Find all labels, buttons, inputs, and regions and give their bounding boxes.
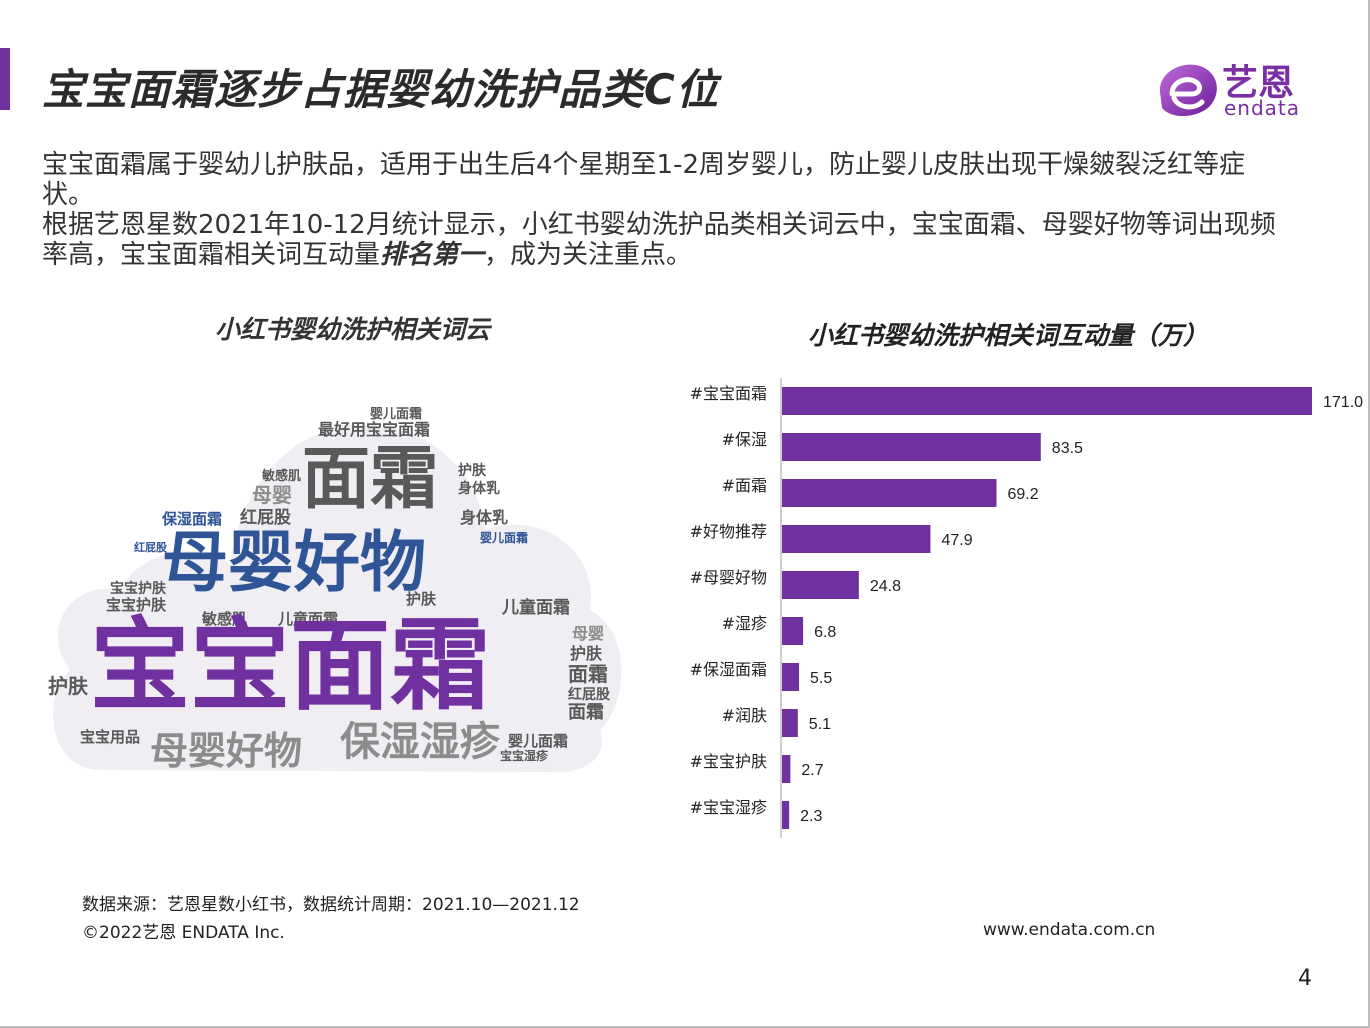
- cloud-word: 儿童面霜: [278, 610, 339, 628]
- description-2-prefix: 根据艺恩星数2021年10-12月统计显示，小红书婴幼洗护品类相关词云中，宝宝面…: [42, 210, 1276, 270]
- endata-logo: 艺恩 endata: [1152, 58, 1322, 122]
- word-cloud-title: 小红书婴幼洗护相关词云: [215, 315, 491, 344]
- chart-data-label: 6.8: [814, 624, 836, 641]
- page-number: 4: [1298, 966, 1312, 991]
- cloud-word: 儿童面霜: [502, 598, 570, 618]
- cloud-word: 母婴好物: [162, 524, 426, 601]
- cloud-word: 护肤: [48, 674, 88, 698]
- cloud-word: 红屁股: [568, 687, 610, 703]
- chart-category-label: #宝宝护肤: [690, 752, 767, 771]
- description-2-suffix: ，成为关注重点。: [484, 240, 693, 270]
- chart-category-label: #宝宝面霜: [690, 384, 767, 403]
- endata-logo-icon: [1159, 64, 1217, 117]
- chart-category-label: #母婴好物: [690, 568, 767, 587]
- cloud-word: 宝宝护肤: [110, 581, 166, 597]
- chart-category-label: #好物推荐: [690, 522, 767, 541]
- cloud-word: 保湿湿疹: [340, 719, 500, 765]
- chart-category-label: #保湿: [722, 430, 767, 449]
- cloud-word: 敏感肌: [262, 469, 302, 484]
- cloud-word: 面霜: [568, 702, 604, 723]
- description-2-emphasis: 排名第一: [380, 240, 485, 270]
- cloud-word: 保湿面霜: [162, 510, 223, 528]
- cloud-word: 婴儿面霜: [370, 407, 423, 422]
- slide-frame-right: [1368, 0, 1370, 1028]
- chart-bar: [782, 571, 859, 599]
- cloud-word: 宝宝面霜: [90, 607, 490, 724]
- chart-category-label: #保湿面霜: [690, 660, 767, 679]
- cloud-word: 护肤: [458, 463, 486, 479]
- cloud-word: 最好用宝宝面霜: [318, 420, 431, 439]
- data-source: 数据来源：艺恩星数小红书，数据统计周期：2021.10—2021.12: [82, 895, 580, 915]
- chart-data-label: 2.7: [801, 762, 823, 779]
- title-accent-bar: [0, 48, 10, 110]
- chart-bar: [782, 479, 997, 507]
- chart-category-label: #面霜: [722, 476, 767, 495]
- chart-bar: [782, 525, 931, 553]
- cloud-word: 母婴: [572, 624, 605, 643]
- chart-bar: [782, 387, 1312, 415]
- logo-subtitle: endata: [1224, 96, 1301, 120]
- chart-data-label: 83.5: [1052, 440, 1083, 457]
- cloud-word: 宝宝湿疹: [500, 749, 549, 763]
- chart-data-label: 5.5: [810, 670, 832, 687]
- slide-title: 宝宝面霜逐步占据婴幼洗护品类C位: [42, 65, 719, 114]
- copyright: ©2022艺恩 ENDATA Inc.: [82, 923, 285, 943]
- description-paragraph-2: 根据艺恩星数2021年10-12月统计显示，小红书婴幼洗护品类相关词云中，宝宝面…: [42, 210, 1292, 270]
- cloud-word: 宝宝护肤: [106, 596, 167, 614]
- chart-title: 小红书婴幼洗护相关词互动量（万）: [808, 321, 1209, 350]
- cloud-word: 身体乳: [458, 481, 500, 497]
- chart-category-label: #湿疹: [722, 614, 767, 633]
- chart-category-label: #润肤: [722, 706, 767, 725]
- cloud-word: 婴儿面霜: [480, 531, 529, 545]
- logo-name: 艺恩: [1222, 63, 1295, 104]
- chart-data-label: 69.2: [1007, 486, 1038, 503]
- chart-bar: [782, 663, 800, 691]
- cloud-word: 护肤: [570, 644, 603, 663]
- word-cloud: 最好用宝宝面霜 婴儿面霜 面霜 敏感肌 母婴 护肤 身体乳 红屁股 保湿面霜 身…: [40, 400, 630, 785]
- cloud-word: 红屁股: [240, 508, 291, 528]
- description-paragraph-1: 宝宝面霜属于婴幼儿护肤品，适用于出生后4个星期至1-2周岁婴儿，防止婴儿皮肤出现…: [42, 150, 1246, 210]
- cloud-word: 婴儿面霜: [508, 732, 569, 750]
- cloud-word: 面霜: [302, 440, 439, 519]
- cloud-word: 红屁股: [134, 541, 167, 554]
- chart-data-label: 47.9: [941, 532, 972, 549]
- word-cloud-shape: [53, 424, 622, 773]
- cloud-word: 面霜: [568, 662, 608, 686]
- chart-bar: [782, 755, 791, 783]
- chart-bar: [782, 433, 1041, 461]
- chart-bar: [782, 617, 804, 645]
- cloud-word: 母婴好物: [150, 729, 303, 773]
- chart-data-label: 171.0: [1323, 394, 1363, 411]
- slide-description: 宝宝面霜属于婴幼儿护肤品，适用于出生后4个星期至1-2周岁婴儿，防止婴儿皮肤出现…: [42, 150, 1292, 270]
- chart-data-label: 24.8: [870, 578, 901, 595]
- cloud-word: 身体乳: [460, 508, 509, 527]
- chart-bar: [782, 801, 790, 829]
- chart-bar: [782, 709, 798, 737]
- chart-data-label: 5.1: [809, 716, 831, 733]
- website-link[interactable]: www.endata.com.cn: [983, 920, 1156, 940]
- cloud-word: 宝宝用品: [80, 728, 141, 746]
- slide-frame-bottom: [0, 1026, 1370, 1028]
- chart-category-label: #宝宝湿疹: [690, 798, 767, 817]
- chart-data-label: 2.3: [800, 808, 822, 825]
- interaction-bar-chart: #宝宝面霜 171.0 #保湿 83.5 #面霜 69.2 #好物推荐 47.9 #母婴好物 24…: [690, 378, 1363, 838]
- cloud-word: 敏感肌: [202, 610, 248, 628]
- cloud-word: 护肤: [406, 590, 437, 608]
- cloud-word: 母婴: [252, 483, 292, 507]
